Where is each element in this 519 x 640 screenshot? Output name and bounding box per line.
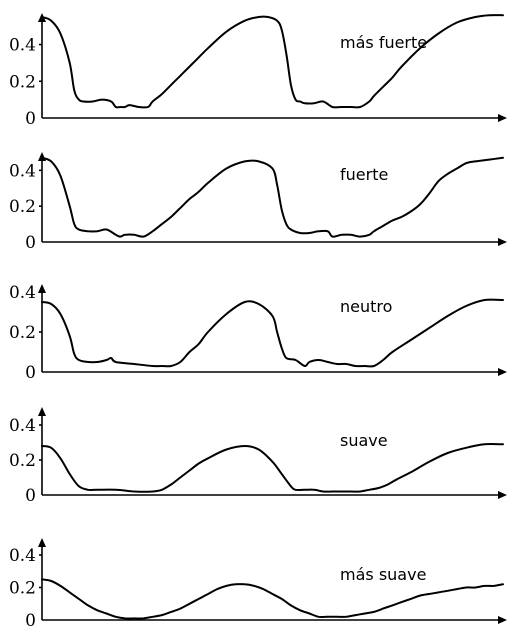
y-tick-label: 0.2 xyxy=(9,451,36,471)
y-tick-label: 0.2 xyxy=(9,579,36,599)
y-tick-label: 0.4 xyxy=(9,161,36,181)
y-tick-label: 0 xyxy=(25,109,36,129)
series-line xyxy=(41,578,504,620)
series-label: más fuerte xyxy=(340,33,427,52)
y-tick-label: 0.2 xyxy=(9,72,36,92)
y-tick-label: 0.2 xyxy=(9,323,36,343)
chart-panel-5: 0 0.2 0.4 más suave xyxy=(9,538,507,631)
x-axis-arrow xyxy=(498,368,507,376)
y-axis-arrow xyxy=(38,284,46,293)
chart-panel-4: 0 0.2 0.4 suave xyxy=(9,407,507,506)
chart-panel-2: 0 0.2 0.4 fuerte xyxy=(9,152,507,253)
y-tick-label: 0 xyxy=(25,611,36,631)
y-tick-label: 0.4 xyxy=(9,36,36,56)
x-axis-arrow xyxy=(498,491,507,499)
series-line xyxy=(41,156,504,238)
y-tick-label: 0 xyxy=(25,363,36,383)
x-axis-arrow xyxy=(498,114,507,122)
chart-panel-1: 0 0.2 0.4 más fuerte xyxy=(9,13,507,129)
y-tick-label: 0 xyxy=(25,486,36,506)
series-line xyxy=(41,14,504,109)
y-axis-arrow xyxy=(38,538,46,547)
chart-panel-3: 0 0.2 0.4 neutro xyxy=(9,283,507,383)
x-axis-arrow xyxy=(498,238,507,246)
series-line xyxy=(41,298,504,368)
y-axis-arrow xyxy=(38,407,46,416)
x-axis-arrow xyxy=(498,616,507,624)
y-axis-arrow xyxy=(38,152,46,161)
series-label: más suave xyxy=(340,565,426,584)
y-tick-label: 0.4 xyxy=(9,546,36,566)
y-tick-label: 0.4 xyxy=(9,283,36,303)
series-label: suave xyxy=(340,431,388,450)
y-tick-label: 0.2 xyxy=(9,197,36,217)
series-label: neutro xyxy=(340,297,392,316)
y-tick-label: 0.4 xyxy=(9,416,36,436)
series-line xyxy=(41,443,504,493)
y-tick-label: 0 xyxy=(25,233,36,253)
series-label: fuerte xyxy=(340,165,388,184)
